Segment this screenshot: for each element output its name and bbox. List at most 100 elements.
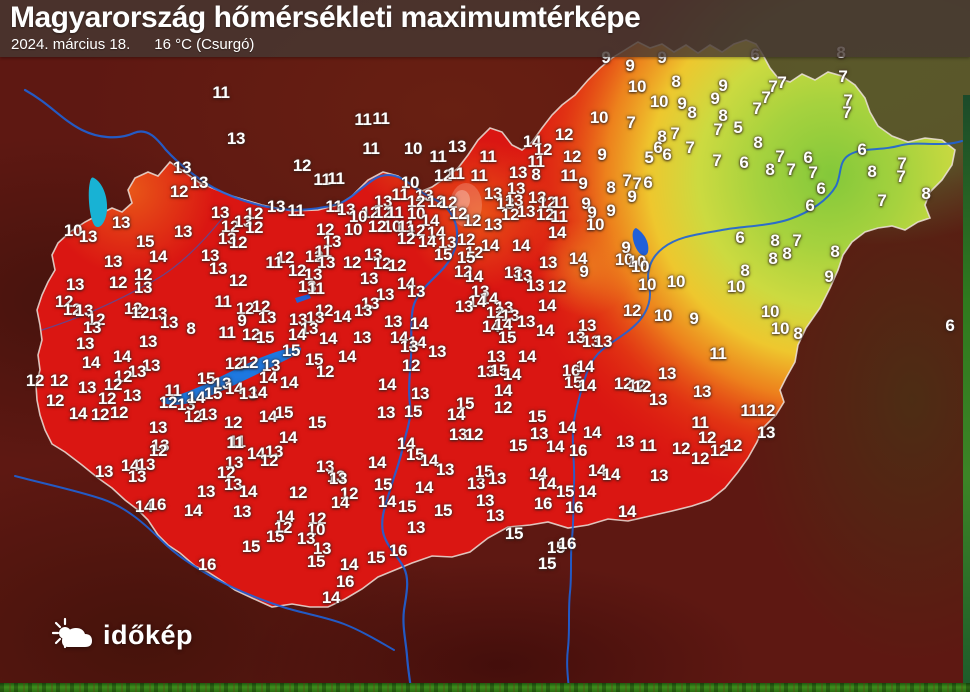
temp-label: 13 bbox=[127, 467, 147, 486]
temp-label: 13 bbox=[312, 539, 332, 558]
temp-label: 13 bbox=[414, 186, 434, 205]
temp-label: 13 bbox=[148, 418, 168, 437]
temp-label: 12 bbox=[275, 248, 295, 267]
temp-label: 10 bbox=[382, 217, 402, 236]
temp-label: 13 bbox=[122, 386, 142, 405]
temp-label: 14 bbox=[517, 347, 537, 366]
temp-label: 14 bbox=[479, 289, 499, 308]
temp-label: 14 bbox=[287, 325, 307, 344]
temp-label: 11 bbox=[479, 147, 497, 166]
temp-label: 7 bbox=[897, 154, 907, 173]
temp-label: 11 bbox=[560, 166, 578, 185]
temp-label: 11 bbox=[314, 242, 332, 261]
temp-label: 12 bbox=[223, 413, 243, 432]
temp-label: 11 bbox=[691, 413, 709, 432]
temp-label: 16 bbox=[147, 495, 167, 514]
temp-label: 12 bbox=[216, 463, 236, 482]
temp-label: 13 bbox=[504, 191, 524, 210]
temp-label: 14 bbox=[575, 357, 595, 376]
temp-label: 13 bbox=[581, 332, 601, 351]
temp-label: 12 bbox=[339, 484, 359, 503]
temp-label: 13 bbox=[648, 390, 668, 409]
temp-label: 13 bbox=[352, 328, 372, 347]
temp-label: 14 bbox=[493, 315, 513, 334]
temp-label: 13 bbox=[470, 282, 490, 301]
temp-label: 13 bbox=[475, 491, 495, 510]
temp-label: 9 bbox=[606, 201, 616, 220]
temp-label: 11 bbox=[397, 217, 415, 236]
temp-label: 13 bbox=[173, 222, 193, 241]
temp-label: 8 bbox=[765, 160, 775, 179]
danube-river bbox=[23, 88, 459, 692]
temp-label: 12 bbox=[387, 256, 407, 275]
temp-label: 11 bbox=[740, 401, 758, 420]
temp-label: 7 bbox=[752, 99, 762, 118]
temp-label: 14 bbox=[426, 223, 446, 242]
temp-label: 12 bbox=[562, 147, 582, 166]
temp-label: 13 bbox=[593, 332, 613, 351]
temp-label: 13 bbox=[111, 213, 131, 232]
temp-label: 15 bbox=[527, 407, 547, 426]
temp-label: 12 bbox=[554, 125, 574, 144]
temp-label: 10 bbox=[343, 220, 363, 239]
temp-label: 15 bbox=[489, 361, 509, 380]
temp-label: 7 bbox=[670, 124, 680, 143]
temp-label: 11 bbox=[212, 83, 230, 102]
temp-label: 13 bbox=[483, 215, 503, 234]
temp-label: 12 bbox=[123, 299, 143, 318]
temp-label: 13 bbox=[172, 158, 192, 177]
temp-label: 12 bbox=[228, 271, 248, 290]
temp-label: 15 bbox=[255, 328, 275, 347]
temp-label: 8 bbox=[770, 231, 780, 250]
temp-label: 13 bbox=[383, 312, 403, 331]
temp-label: 16 bbox=[335, 572, 355, 591]
temp-label: 13 bbox=[503, 263, 523, 282]
temp-label: 10 bbox=[585, 215, 605, 234]
temp-label: 9 bbox=[579, 262, 589, 281]
temp-label: 14 bbox=[511, 236, 531, 255]
temp-label: 11 bbox=[709, 344, 727, 363]
temp-label: 15 bbox=[241, 537, 261, 556]
subtitle-date: 2024. március 18. bbox=[11, 36, 131, 53]
temp-label: 14 bbox=[480, 236, 500, 255]
temp-label: 12 bbox=[304, 247, 324, 266]
temp-label: 13 bbox=[375, 285, 395, 304]
temp-label: 13 bbox=[615, 432, 635, 451]
lake-balaton bbox=[161, 346, 302, 405]
temp-label: 13 bbox=[359, 269, 379, 288]
temp-label: 13 bbox=[516, 312, 536, 331]
temp-label: 8 bbox=[657, 127, 667, 146]
temp-label: 14 bbox=[186, 388, 206, 407]
temp-label: 11 bbox=[287, 201, 305, 220]
temp-label: 14 bbox=[522, 132, 542, 151]
temp-label: 12 bbox=[288, 483, 308, 502]
temp-label: 13 bbox=[196, 482, 216, 501]
temp-label: 10 bbox=[627, 252, 647, 271]
temp-label: 13 bbox=[506, 179, 526, 198]
temp-label: 13 bbox=[315, 457, 335, 476]
temp-label: 15 bbox=[274, 403, 294, 422]
temp-label: 11 bbox=[362, 139, 380, 158]
subtitle: 2024. március 18. 16 °C (Csurgó) bbox=[0, 35, 970, 53]
temp-label: 12 bbox=[396, 229, 416, 248]
temp-label: 14 bbox=[582, 423, 602, 442]
temp-label: 8 bbox=[186, 319, 196, 338]
temp-label: 14 bbox=[537, 474, 557, 493]
temp-label: 12 bbox=[148, 441, 168, 460]
temp-label: 13 bbox=[75, 334, 95, 353]
temp-label: 12 bbox=[433, 166, 453, 185]
temp-label: 14 bbox=[278, 428, 298, 447]
temp-label: 14 bbox=[420, 211, 440, 230]
temp-label: 12 bbox=[448, 204, 468, 223]
temp-label: 13 bbox=[373, 192, 393, 211]
lake-ferto bbox=[88, 177, 108, 228]
temp-label: 9 bbox=[597, 145, 607, 164]
temp-label: 7 bbox=[843, 91, 853, 110]
temp-label: 13 bbox=[266, 197, 286, 216]
temp-label: 14 bbox=[339, 555, 359, 574]
temp-label: 13 bbox=[159, 313, 179, 332]
temp-label: 8 bbox=[867, 162, 877, 181]
temp-label: 14 bbox=[68, 404, 88, 423]
temp-label: 14 bbox=[396, 274, 416, 293]
temp-label: 10 bbox=[403, 139, 423, 158]
